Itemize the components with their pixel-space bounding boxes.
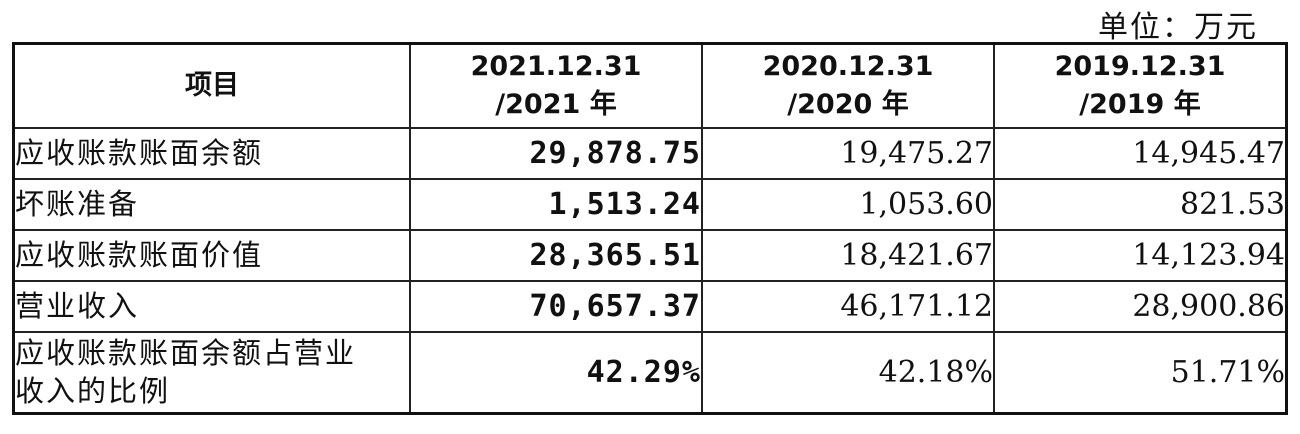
value-2019: 14,945.47 <box>993 126 1288 180</box>
value-2021: 1,513.24 <box>409 177 703 231</box>
table-row: 坏账准备 1,513.24 1,053.60 821.53 <box>12 177 1288 231</box>
header-row: 项目 2021.12.31 /2021 年 2020.12.31 /2020 年… <box>12 42 1288 129</box>
row-label-line2: 收入的比例 <box>15 374 171 409</box>
value-2020: 42.18% <box>701 330 995 415</box>
value-2019: 14,123.94 <box>993 228 1288 282</box>
header-2019-date: 2019.12.31 <box>1054 50 1226 82</box>
table-row: 应收账款账面价值 28,365.51 18,421.67 14,123.94 <box>12 228 1288 282</box>
header-2021: 2021.12.31 /2021 年 <box>409 42 703 129</box>
unit-label: 单位：万元 <box>1098 10 1258 45</box>
header-item-label: 项目 <box>185 69 239 101</box>
row-label: 营业收入 <box>12 279 411 333</box>
value-2020: 19,475.27 <box>701 126 995 180</box>
header-2021-date: 2021.12.31 <box>470 50 642 82</box>
row-label-line1: 应收账款账面余额占营业 <box>15 336 357 371</box>
header-2020-year: /2020 年 <box>787 88 909 120</box>
header-2021-year: /2021 年 <box>495 88 617 120</box>
value-2021: 29,878.75 <box>409 126 703 180</box>
value-2019: 28,900.86 <box>993 279 1288 333</box>
table-row: 应收账款账面余额占营业 收入的比例 42.29% 42.18% 51.71% <box>12 330 1288 415</box>
value-2020: 18,421.67 <box>701 228 995 282</box>
row-label: 应收账款账面价值 <box>12 228 411 282</box>
value-2019: 821.53 <box>993 177 1288 231</box>
value-2021: 70,657.37 <box>409 279 703 333</box>
header-2020: 2020.12.31 /2020 年 <box>701 42 995 129</box>
row-label: 应收账款账面余额占营业 收入的比例 <box>12 330 411 415</box>
table-row: 营业收入 70,657.37 46,171.12 28,900.86 <box>12 279 1288 333</box>
header-2020-date: 2020.12.31 <box>762 50 934 82</box>
header-item: 项目 <box>12 42 411 129</box>
row-label: 坏账准备 <box>12 177 411 231</box>
value-2021: 28,365.51 <box>409 228 703 282</box>
table-row: 应收账款账面余额 29,878.75 19,475.27 14,945.47 <box>12 126 1288 180</box>
value-2020: 1,053.60 <box>701 177 995 231</box>
row-label: 应收账款账面余额 <box>12 126 411 180</box>
header-2019: 2019.12.31 /2019 年 <box>993 42 1288 129</box>
header-2019-year: /2019 年 <box>1079 88 1201 120</box>
value-2019: 51.71% <box>993 330 1288 415</box>
value-2020: 46,171.12 <box>701 279 995 333</box>
value-2021: 42.29% <box>409 330 703 415</box>
financial-table: 项目 2021.12.31 /2021 年 2020.12.31 /2020 年… <box>12 42 1288 415</box>
